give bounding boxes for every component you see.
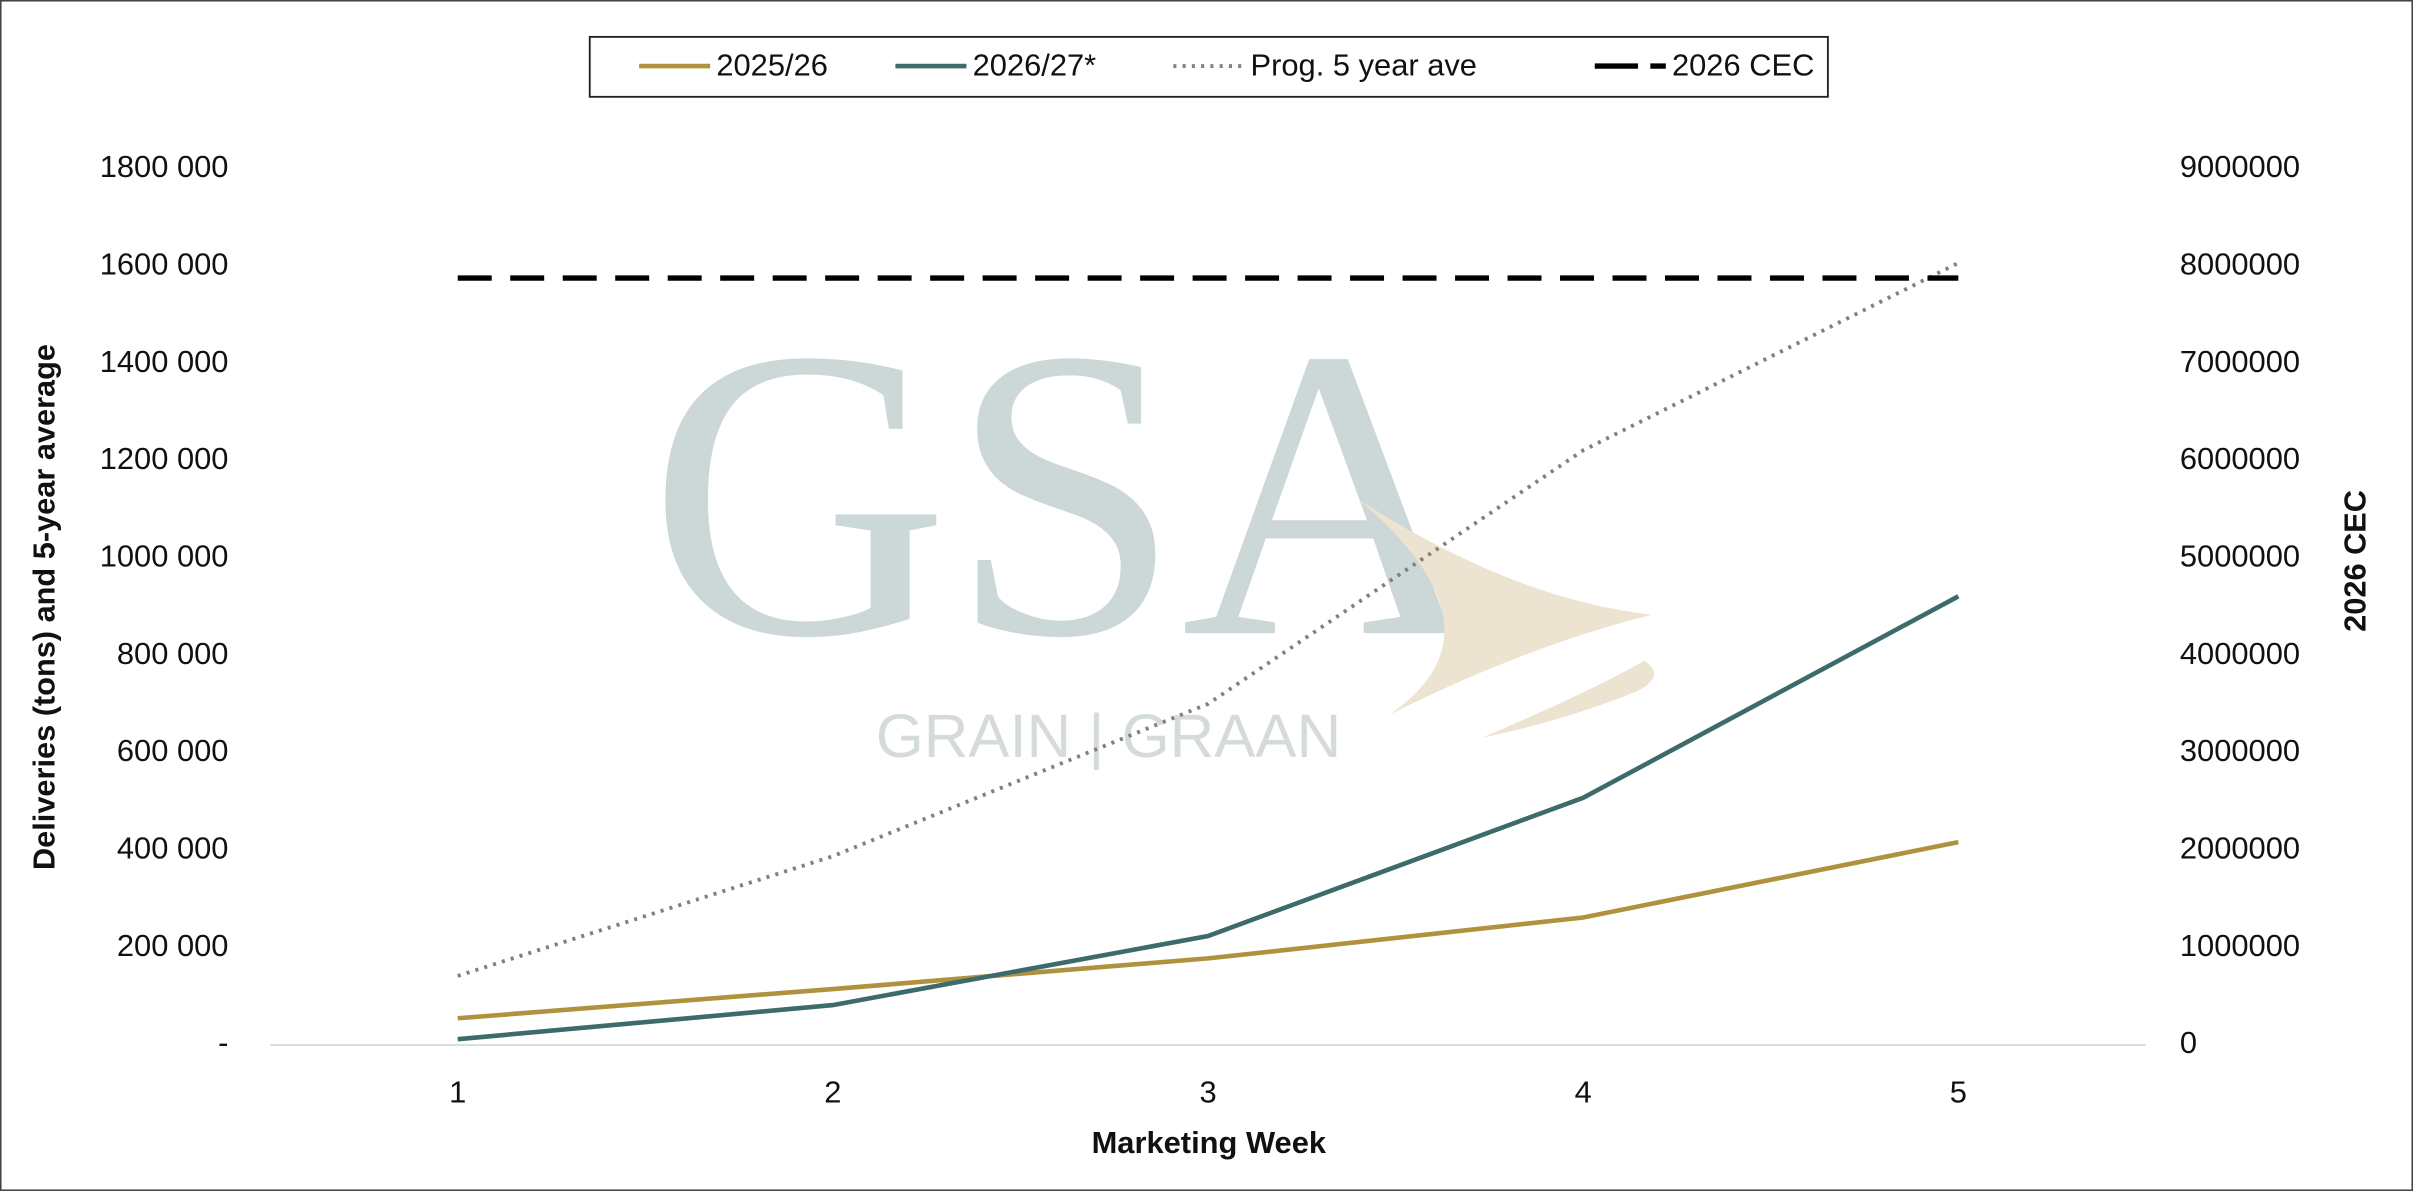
- watermark-text: GRAIN | GRAAN: [876, 702, 1342, 771]
- y-tick-label: 1400 000: [100, 344, 229, 379]
- x-tick-label: 5: [1950, 1074, 1967, 1109]
- y2-tick-label: 7000000: [2180, 344, 2300, 379]
- x-axis-label: Marketing Week: [1092, 1125, 1327, 1160]
- y2-axis-label: 2026 CEC: [2338, 490, 2373, 632]
- watermark-logo: GSA: [648, 263, 1482, 723]
- x-tick-label: 2: [824, 1074, 841, 1109]
- y2-tick-label: 4000000: [2180, 636, 2300, 671]
- y2-tick-label: 0: [2180, 1025, 2197, 1060]
- y2-tick-label: 3000000: [2180, 733, 2300, 768]
- y-tick-label: 1200 000: [100, 441, 229, 476]
- watermark-swoosh: [1482, 660, 1655, 738]
- y-tick-label: -: [218, 1025, 228, 1060]
- y2-tick-label: 1000000: [2180, 928, 2300, 963]
- y-tick-label: 1800 000: [100, 149, 229, 184]
- x-tick-label: 3: [1199, 1074, 1216, 1109]
- y2-tick-label: 9000000: [2180, 149, 2300, 184]
- y-tick-label: 600 000: [117, 733, 229, 768]
- y-tick-label: 200 000: [117, 928, 229, 963]
- x-tick-label: 1: [449, 1074, 466, 1109]
- y-tick-label: 800 000: [117, 636, 229, 671]
- legend-label: Prog. 5 year ave: [1250, 48, 1477, 83]
- y2-tick-label: 6000000: [2180, 441, 2300, 476]
- series-line: [457, 594, 1960, 1042]
- legend-label: 2026 CEC: [1672, 48, 1814, 83]
- y-tick-label: 400 000: [117, 831, 229, 866]
- series-line: [457, 839, 1959, 1021]
- y-axis-label: Deliveries (tons) and 5-year average: [26, 344, 61, 870]
- watermark: GSA GRAIN | GRAAN: [648, 263, 1655, 771]
- y-tick-label: 1600 000: [100, 247, 229, 282]
- legend-label: 2025/26: [716, 48, 828, 83]
- series-line: [457, 261, 1960, 978]
- y2-tick-label: 5000000: [2180, 539, 2300, 574]
- y-tick-label: 1000 000: [100, 539, 229, 574]
- y2-tick-label: 8000000: [2180, 247, 2300, 282]
- y2-tick-label: 2000000: [2180, 831, 2300, 866]
- x-tick-label: 4: [1575, 1074, 1592, 1109]
- watermark-swoosh: [1358, 499, 1652, 715]
- legend-label: 2026/27*: [973, 48, 1097, 83]
